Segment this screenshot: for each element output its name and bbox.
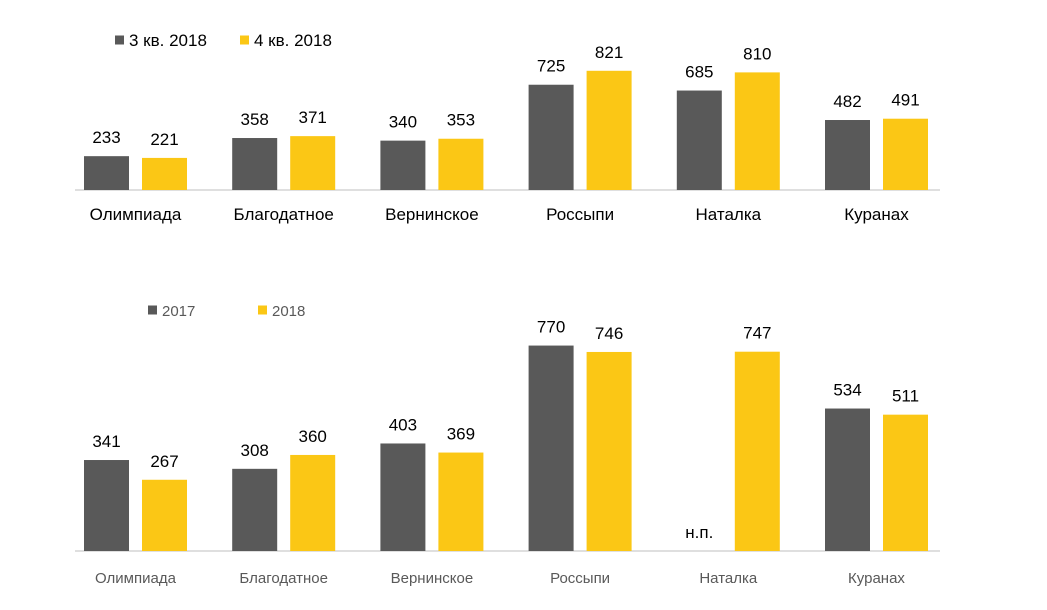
category-label: Олимпиада <box>95 570 177 587</box>
category-label: Россыпи <box>546 205 614 224</box>
bar <box>528 345 574 551</box>
legend-swatch <box>258 305 267 315</box>
bar <box>142 479 187 551</box>
data-label: 770 <box>537 318 565 337</box>
bar <box>290 454 336 551</box>
bar <box>676 90 722 190</box>
data-label: 267 <box>150 452 178 471</box>
legend-label: 4 кв. 2018 <box>254 31 332 50</box>
bar <box>528 84 574 190</box>
data-label: 491 <box>891 91 919 110</box>
category-label: Наталка <box>696 205 762 224</box>
bar <box>438 138 484 190</box>
category-label: Куранах <box>844 205 909 224</box>
legend-swatch <box>148 305 157 315</box>
bar <box>84 460 129 551</box>
data-label: 233 <box>92 128 120 147</box>
category-label: Россыпи <box>550 570 610 587</box>
data-label: 821 <box>595 43 623 62</box>
legend-label: 3 кв. 2018 <box>129 31 207 50</box>
category-label: Благодатное <box>239 570 328 587</box>
data-label: 511 <box>892 387 919 406</box>
legend-label: 2017 <box>162 303 195 320</box>
bar <box>380 443 426 551</box>
data-label: 358 <box>241 110 269 129</box>
data-label: 353 <box>447 111 475 130</box>
data-label: 685 <box>685 63 713 82</box>
legend-swatch <box>115 35 124 45</box>
bar <box>734 351 780 551</box>
legend-label: 2018 <box>272 303 305 320</box>
category-label: Благодатное <box>234 205 334 224</box>
category-label: Куранах <box>848 570 905 587</box>
data-label: 534 <box>833 381 861 400</box>
data-label: 371 <box>299 108 327 127</box>
bar <box>290 136 336 190</box>
data-label: 308 <box>241 441 269 460</box>
bar <box>142 157 187 190</box>
bar <box>883 414 928 551</box>
data-label: 341 <box>92 432 120 451</box>
data-label: 369 <box>447 425 475 444</box>
data-label: 747 <box>743 324 771 343</box>
bar <box>825 120 870 190</box>
data-label: 725 <box>537 57 565 76</box>
bar <box>84 156 129 190</box>
legend-swatch <box>240 35 249 45</box>
bar <box>380 140 426 190</box>
bar <box>438 452 484 551</box>
data-label: 810 <box>743 44 771 63</box>
data-label: 746 <box>595 324 623 343</box>
data-label: 482 <box>833 92 861 111</box>
bar <box>232 468 278 551</box>
data-label: 360 <box>299 427 327 446</box>
bar <box>586 70 632 190</box>
category-label: Вернинское <box>391 570 474 587</box>
category-label: Олимпиада <box>90 205 182 224</box>
bar <box>883 118 928 190</box>
data-label: н.п. <box>685 523 713 542</box>
data-label: 221 <box>150 130 178 149</box>
bar <box>825 408 870 551</box>
bar <box>232 138 278 190</box>
bar <box>734 72 780 190</box>
category-label: Вернинское <box>385 205 479 224</box>
category-label: Наталка <box>699 570 758 587</box>
bar <box>586 351 632 551</box>
data-label: 340 <box>389 113 417 132</box>
data-label: 403 <box>389 415 417 434</box>
